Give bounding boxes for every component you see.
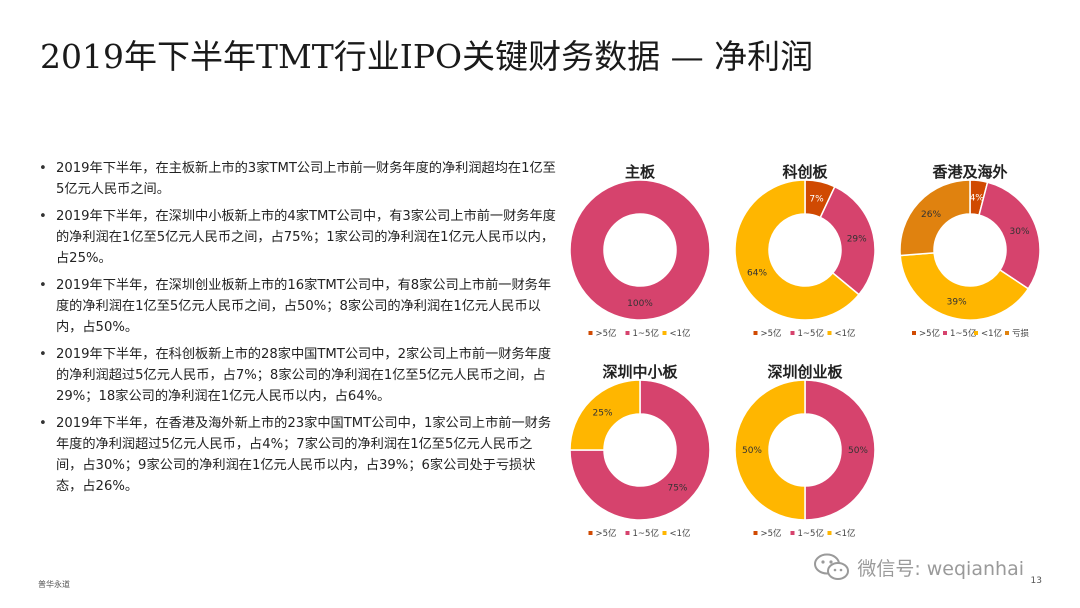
- legend-label: 1~5亿: [633, 528, 659, 539]
- donut-slice: [804, 379, 876, 521]
- legend-label: >5亿: [761, 328, 782, 339]
- legend-label: 亏损: [1012, 328, 1030, 339]
- donut-slice: [978, 181, 1041, 290]
- legend-label: 1~5亿: [950, 328, 976, 339]
- legend-swatch: [588, 531, 593, 535]
- legend-label: 1~5亿: [798, 328, 824, 339]
- data-label: 4%: [970, 193, 985, 203]
- legend-swatch: [790, 531, 795, 535]
- legend-swatch: [827, 531, 832, 535]
- legend-label: 1~5亿: [798, 528, 824, 539]
- chart-title: 深圳创业板: [767, 363, 843, 381]
- legend-label: <1亿: [835, 528, 856, 539]
- legend-swatch: [753, 531, 758, 535]
- legend-label: >5亿: [596, 328, 617, 339]
- donut-chart-hk-overseas: 香港及海外 4% 30% 39% 26% >5亿 1~5亿 <1亿 亏损: [899, 163, 1041, 339]
- legend-swatch: [625, 331, 630, 335]
- donut-chart-main-board: 主板 100% >5亿 1~5亿 <1亿: [569, 163, 711, 339]
- bullet-item: 2019年下半年，在香港及海外新上市的23家中国TMT公司中，1家公司上市前一财…: [38, 413, 558, 497]
- chart-title: 主板: [625, 163, 656, 181]
- legend-swatch: [662, 531, 667, 535]
- wechat-icon: [814, 553, 850, 580]
- page-number: 13: [1030, 576, 1042, 586]
- donut-slice: [734, 179, 860, 321]
- legend-label: <1亿: [835, 328, 856, 339]
- data-label: 39%: [947, 297, 967, 307]
- data-label: 50%: [742, 446, 762, 456]
- donut-chart-sme-board: 深圳中小板 75% 25% >5亿 1~5亿 <1亿: [569, 363, 711, 539]
- legend-label: 1~5亿: [633, 328, 659, 339]
- chart-title: 科创板: [782, 163, 828, 181]
- watermark: 微信号: weqianhai: [813, 552, 1024, 582]
- page-title: 2019年下半年TMT行业IPO关键财务数据 — 净利润: [40, 37, 814, 76]
- data-label: 100%: [627, 299, 653, 309]
- legend-swatch: [790, 331, 795, 335]
- data-label: 75%: [667, 483, 687, 493]
- donut-slice: [569, 179, 711, 321]
- chart-title: 深圳中小板: [602, 363, 678, 381]
- legend-swatch: [753, 331, 758, 335]
- legend-label: >5亿: [596, 528, 617, 539]
- chart-title: 香港及海外: [932, 163, 1007, 181]
- legend-swatch: [1005, 331, 1009, 335]
- legend-label: <1亿: [670, 528, 691, 539]
- donut-slice: [569, 379, 711, 521]
- data-label: 25%: [593, 409, 613, 419]
- legend-swatch: [943, 331, 947, 335]
- data-label: 29%: [847, 234, 867, 244]
- bullet-list: 2019年下半年，在主板新上市的3家TMT公司上市前一财务年度的净利润超均在1亿…: [38, 158, 558, 503]
- data-label: 30%: [1010, 227, 1030, 237]
- donut-slice: [899, 252, 1030, 321]
- data-label: 64%: [747, 269, 767, 279]
- legend-label: <1亿: [981, 328, 1002, 339]
- data-label: 7%: [809, 194, 824, 204]
- legend-label: >5亿: [761, 528, 782, 539]
- legend-label: >5亿: [919, 328, 940, 339]
- data-label: 50%: [848, 446, 868, 456]
- legend-swatch: [912, 331, 916, 335]
- bullet-item: 2019年下半年，在深圳创业板新上市的16家TMT公司中，有8家公司上市前一财务…: [38, 275, 558, 338]
- donut-slice: [569, 379, 641, 451]
- donut-slice: [899, 179, 971, 257]
- legend-swatch: [827, 331, 832, 335]
- legend-swatch: [974, 331, 978, 335]
- bullet-item: 2019年下半年，在深圳中小板新上市的4家TMT公司中，有3家公司上市前一财务年…: [38, 206, 558, 269]
- legend-label: <1亿: [670, 328, 691, 339]
- donut-slice: [819, 185, 876, 296]
- legend-swatch: [588, 331, 593, 335]
- bullet-item: 2019年下半年，在主板新上市的3家TMT公司上市前一财务年度的净利润超均在1亿…: [38, 158, 558, 200]
- donut-chart-star-market: 科创板 7% 29% 64% >5亿 1~5亿 <1亿: [734, 163, 876, 339]
- data-label: 26%: [921, 210, 941, 220]
- watermark-text: 微信号: weqianhai: [857, 557, 1024, 580]
- donut-slice: [734, 379, 806, 521]
- legend-swatch: [625, 531, 630, 535]
- bullet-item: 2019年下半年，在科创板新上市的28家中国TMT公司中，2家公司上市前一财务年…: [38, 344, 558, 407]
- legend-swatch: [662, 331, 667, 335]
- footer-brand: 普华永道: [38, 580, 70, 589]
- donut-chart-chinext: 深圳创业板 50% 50% >5亿 1~5亿 <1亿: [734, 363, 876, 539]
